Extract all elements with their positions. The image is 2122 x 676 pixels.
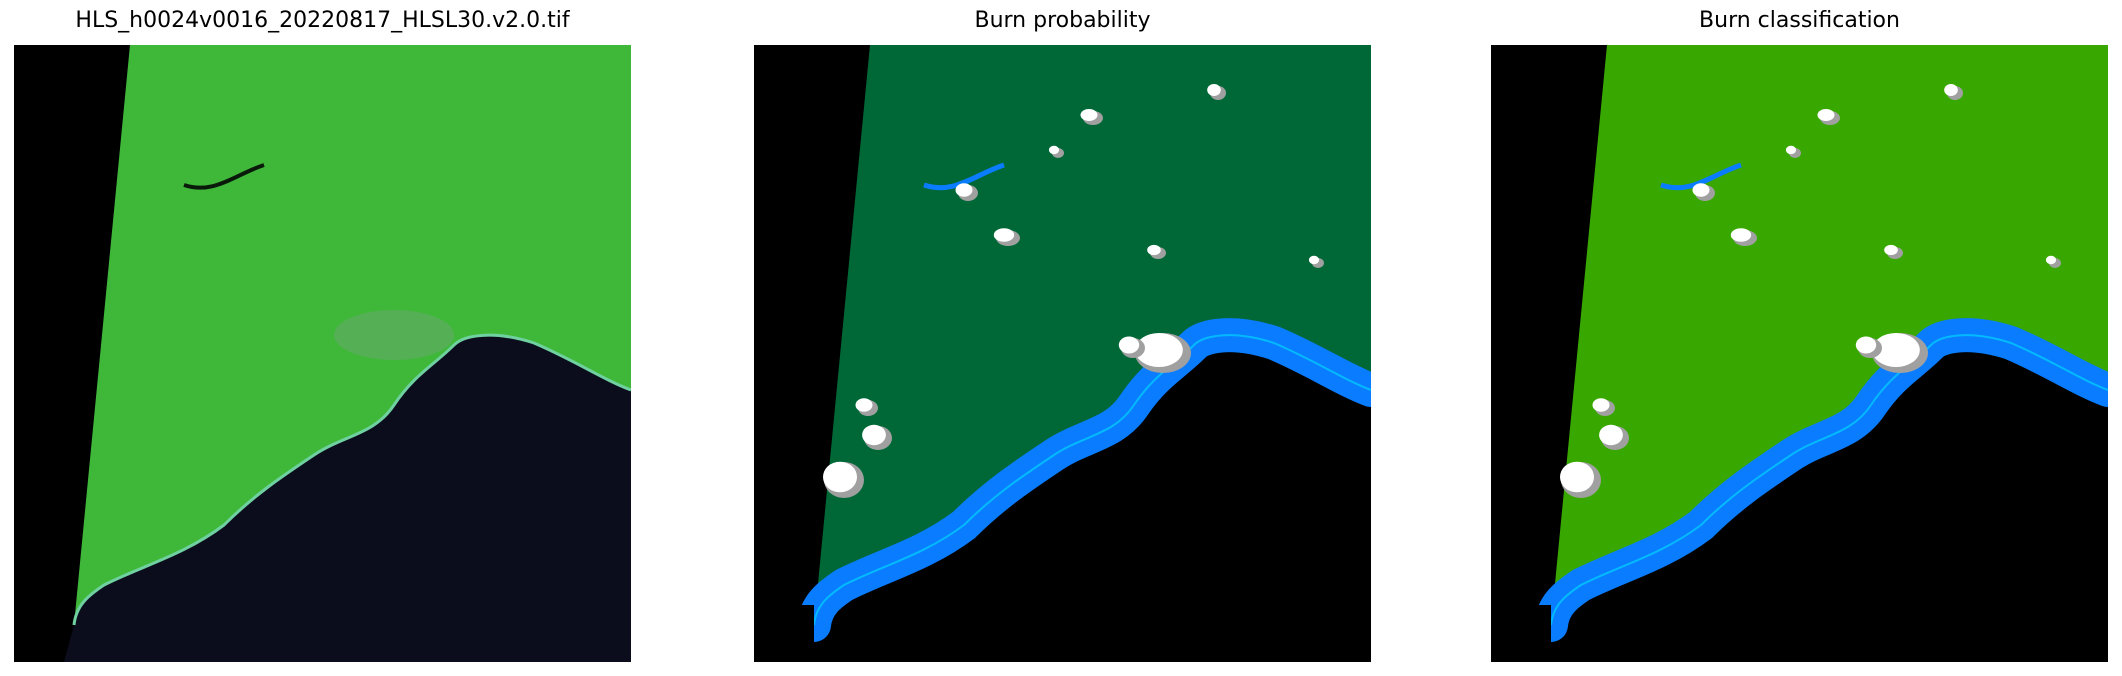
cloud — [1048, 145, 1060, 155]
nodata-corner — [1491, 605, 1551, 662]
panel-title-probability: Burn probability — [974, 8, 1151, 33]
cloud — [1944, 84, 1958, 96]
lake-feature — [183, 163, 265, 190]
cloud — [1118, 336, 1140, 354]
cloud — [823, 461, 857, 493]
cloud — [1592, 398, 1610, 412]
panel-title-classification: Burn classification — [1699, 8, 1900, 33]
panel-title-rgb: HLS_h0024v0016_20220817_HLSL30.v2.0.tif — [75, 8, 570, 33]
haze-feature — [334, 310, 454, 360]
coastline — [813, 334, 1371, 626]
cloud — [1080, 109, 1098, 121]
land-area — [814, 45, 1371, 625]
cloud — [1692, 183, 1710, 197]
coastline — [1550, 334, 2108, 626]
cloud — [1599, 424, 1623, 446]
burn-classification-panel — [1491, 45, 2108, 662]
cloud — [1884, 244, 1898, 256]
cloud — [2045, 255, 2057, 265]
burn-probability-panel — [754, 45, 1371, 662]
cloud — [1135, 333, 1183, 367]
cloud — [1817, 109, 1835, 121]
coastline — [72, 333, 631, 626]
land-area — [1551, 45, 2108, 625]
cloud — [1147, 244, 1161, 256]
nodata-corner — [754, 605, 814, 662]
cloud — [1855, 336, 1877, 354]
cloud — [1308, 255, 1320, 265]
land-area — [74, 45, 631, 625]
cloud — [1785, 145, 1797, 155]
lake-feature — [923, 162, 1005, 191]
lake-feature — [1660, 162, 1742, 191]
cloud — [862, 424, 886, 446]
cloud — [1872, 333, 1920, 367]
cloud — [1207, 84, 1221, 96]
cloud — [1560, 461, 1594, 493]
cloud — [955, 183, 973, 197]
cloud — [855, 398, 873, 412]
rgb-image-panel — [14, 45, 631, 662]
cloud — [1730, 228, 1752, 242]
cloud — [993, 228, 1015, 242]
